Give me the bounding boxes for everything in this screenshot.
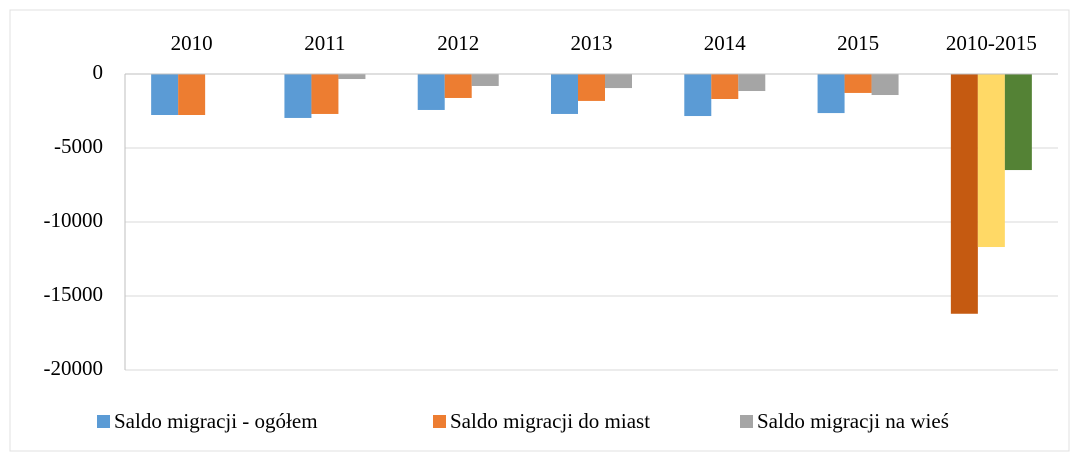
bar (711, 74, 739, 100)
bar (578, 74, 605, 101)
bar (417, 74, 445, 110)
bar (551, 74, 578, 114)
bar (151, 74, 179, 115)
x-tick-label: 2013 (571, 31, 613, 55)
bar (950, 74, 978, 314)
x-tick-label: 2011 (304, 31, 345, 55)
bar (1004, 74, 1032, 171)
bar (871, 74, 899, 96)
bar (605, 74, 632, 89)
x-tick-label: 2015 (837, 31, 879, 55)
legend-swatch (97, 415, 110, 428)
legend-label: Saldo migracji do miast (450, 409, 650, 433)
y-tick-label: 0 (93, 60, 104, 84)
x-tick-label: 2010 (171, 31, 213, 55)
y-tick-label: -20000 (44, 356, 104, 380)
y-tick-label: -15000 (44, 282, 104, 306)
bar (844, 74, 872, 93)
bar (178, 74, 206, 115)
bar (338, 74, 366, 80)
y-tick-label: -5000 (54, 134, 103, 158)
x-tick-label: 2014 (704, 31, 747, 55)
bar (817, 74, 845, 114)
legend-swatch (740, 415, 753, 428)
legend-label: Saldo migracji na wieś (757, 409, 949, 433)
bar (977, 74, 1005, 248)
bar (471, 74, 499, 86)
bar (284, 74, 312, 118)
y-tick-label: -10000 (44, 208, 104, 232)
x-tick-label: 2012 (437, 31, 479, 55)
x-tick-label: 2010-2015 (946, 31, 1037, 55)
bar (311, 74, 339, 114)
legend-label: Saldo migracji - ogółem (114, 409, 318, 433)
legend-swatch (433, 415, 446, 428)
bar (738, 74, 766, 92)
bar (684, 74, 712, 117)
bar (444, 74, 472, 98)
chart-frame (9, 9, 1070, 452)
